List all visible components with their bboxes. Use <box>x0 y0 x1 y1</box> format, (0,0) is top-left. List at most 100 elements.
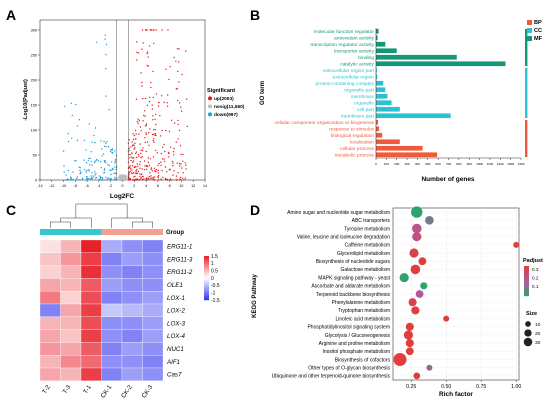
volcano-x-tick-label: 2 <box>133 184 135 188</box>
volcano-point-down <box>86 178 88 180</box>
volcano-point-up <box>170 146 172 148</box>
volcano-point-up <box>182 177 184 179</box>
volcano-point-up <box>185 164 187 166</box>
volcano-point-up <box>146 177 148 179</box>
volcano-point-up <box>164 166 167 168</box>
heatmap-cell <box>80 303 102 317</box>
volcano-x-tick-label: -6 <box>86 184 89 188</box>
go-bar-cc <box>376 87 386 93</box>
volcano-point-up <box>152 176 154 179</box>
volcano-point-down <box>107 177 109 179</box>
kegg-padjust-tick: 0.1 <box>532 284 539 289</box>
volcano-point-up <box>132 161 134 164</box>
volcano-point-up <box>151 177 153 180</box>
go-x-tick-label: 100 <box>384 162 389 166</box>
volcano-point-down <box>111 149 113 152</box>
volcano-point-up <box>153 179 156 181</box>
volcano-point-up <box>136 51 138 54</box>
volcano-point-up <box>152 133 154 136</box>
heatmap-cell <box>60 252 82 266</box>
kegg-point <box>393 352 407 367</box>
go-term-labels: molecular function regulatorantioxidant … <box>274 29 374 159</box>
volcano-point-up <box>153 133 155 135</box>
volcano-point-up <box>171 160 173 163</box>
volcano-point-up <box>172 174 174 176</box>
heatmap-group-cell-ck <box>142 229 163 235</box>
kegg-padjust-colorbar-segment <box>524 293 529 295</box>
volcano-x-tick-label: 8 <box>169 184 171 188</box>
volcano-point-up <box>142 120 144 122</box>
volcano-point-up <box>161 158 164 160</box>
volcano-point-up <box>181 73 183 76</box>
volcano-point-down <box>91 172 93 174</box>
volcano-point-down <box>104 160 107 162</box>
heatmap-cell <box>39 367 61 381</box>
volcano-point-up <box>154 128 156 131</box>
volcano-point-down <box>88 177 90 180</box>
volcano-point-nosig <box>121 174 123 177</box>
panel-label-d: D <box>250 202 260 218</box>
kegg-x-tick-label: 1.00 <box>511 384 521 390</box>
volcano-point-down <box>81 177 84 179</box>
volcano-point-up <box>137 170 140 173</box>
heatmap-colorbar-segment <box>204 269 209 271</box>
heatmap-cell <box>142 252 164 266</box>
volcano-point-up <box>135 156 138 158</box>
volcano-x-tick-label: 14 <box>203 184 207 188</box>
volcano-point-down <box>83 139 86 142</box>
go-term-label: transcription regulator activity <box>310 42 374 48</box>
kegg-padjust-colorbar-segment <box>524 269 529 271</box>
kegg-point <box>410 264 421 275</box>
volcano-legend: up(2003) nosig(11,560) down(997) <box>208 96 245 118</box>
kegg-padjust-colorbar-segment <box>524 266 529 268</box>
volcano-point-up <box>155 29 157 31</box>
volcano-y-tick-label: 250 <box>31 53 37 57</box>
volcano-point-up <box>137 118 139 120</box>
go-x-tick-label: 600 <box>436 162 441 166</box>
volcano-point-up <box>172 151 175 153</box>
volcano-point-down <box>65 174 67 176</box>
heatmap-cell <box>121 355 143 369</box>
volcano-point-up <box>135 151 138 153</box>
volcano-point-down <box>108 164 111 167</box>
kegg-point <box>411 306 420 315</box>
volcano-point-up <box>128 147 130 149</box>
volcano-point-down <box>67 132 70 135</box>
volcano-point-up <box>139 143 141 145</box>
volcano-point-up <box>144 137 146 139</box>
volcano-point-up <box>145 168 148 171</box>
volcano-point-up <box>128 166 131 169</box>
heatmap-colorbar-tick: 1.5 <box>211 254 218 260</box>
kegg-pathway-label: Phenylalanine metabolism <box>332 300 390 306</box>
volcano-x-tick-label: 4 <box>145 184 147 188</box>
volcano-point-up <box>160 95 163 97</box>
kegg-padjust-colorbar-segment <box>524 276 529 279</box>
go-bracket-cc <box>525 68 528 118</box>
go-x-ticks: 0 100 200 300 400 500 600 700 800 900 1000 1100 1200… <box>375 158 525 166</box>
volcano-point-up <box>144 110 146 112</box>
kegg-x-tick-label: 0.75 <box>476 384 486 390</box>
go-bar-cc <box>376 67 377 73</box>
heatmap-colorbar-segment <box>204 298 209 301</box>
volcano-point-down <box>87 159 90 162</box>
volcano-point-up <box>148 144 150 147</box>
heatmap-group-cell-t <box>60 229 81 235</box>
volcano-point-up <box>159 114 161 117</box>
heatmap-colorbar-segment <box>204 292 209 295</box>
volcano-point-down <box>85 162 88 164</box>
volcano-point-up <box>173 148 175 150</box>
volcano-point-down <box>70 178 73 180</box>
heatmap-cell <box>121 291 143 305</box>
volcano-point-down <box>88 157 90 160</box>
heatmap-cell <box>80 342 102 356</box>
volcano-point-up <box>149 29 151 31</box>
go-term-label: cell part <box>357 107 375 113</box>
volcano-point-up <box>145 150 147 153</box>
volcano-point-down <box>76 176 79 178</box>
kegg-pathway-label: Ubiquinone and other terpenoid-quinone b… <box>272 374 391 380</box>
volcano-point-up <box>160 178 162 181</box>
volcano-point-up <box>179 145 182 147</box>
volcano-point-down <box>91 164 93 166</box>
go-x-tick-label: 300 <box>404 162 409 166</box>
volcano-point-up <box>141 85 143 87</box>
